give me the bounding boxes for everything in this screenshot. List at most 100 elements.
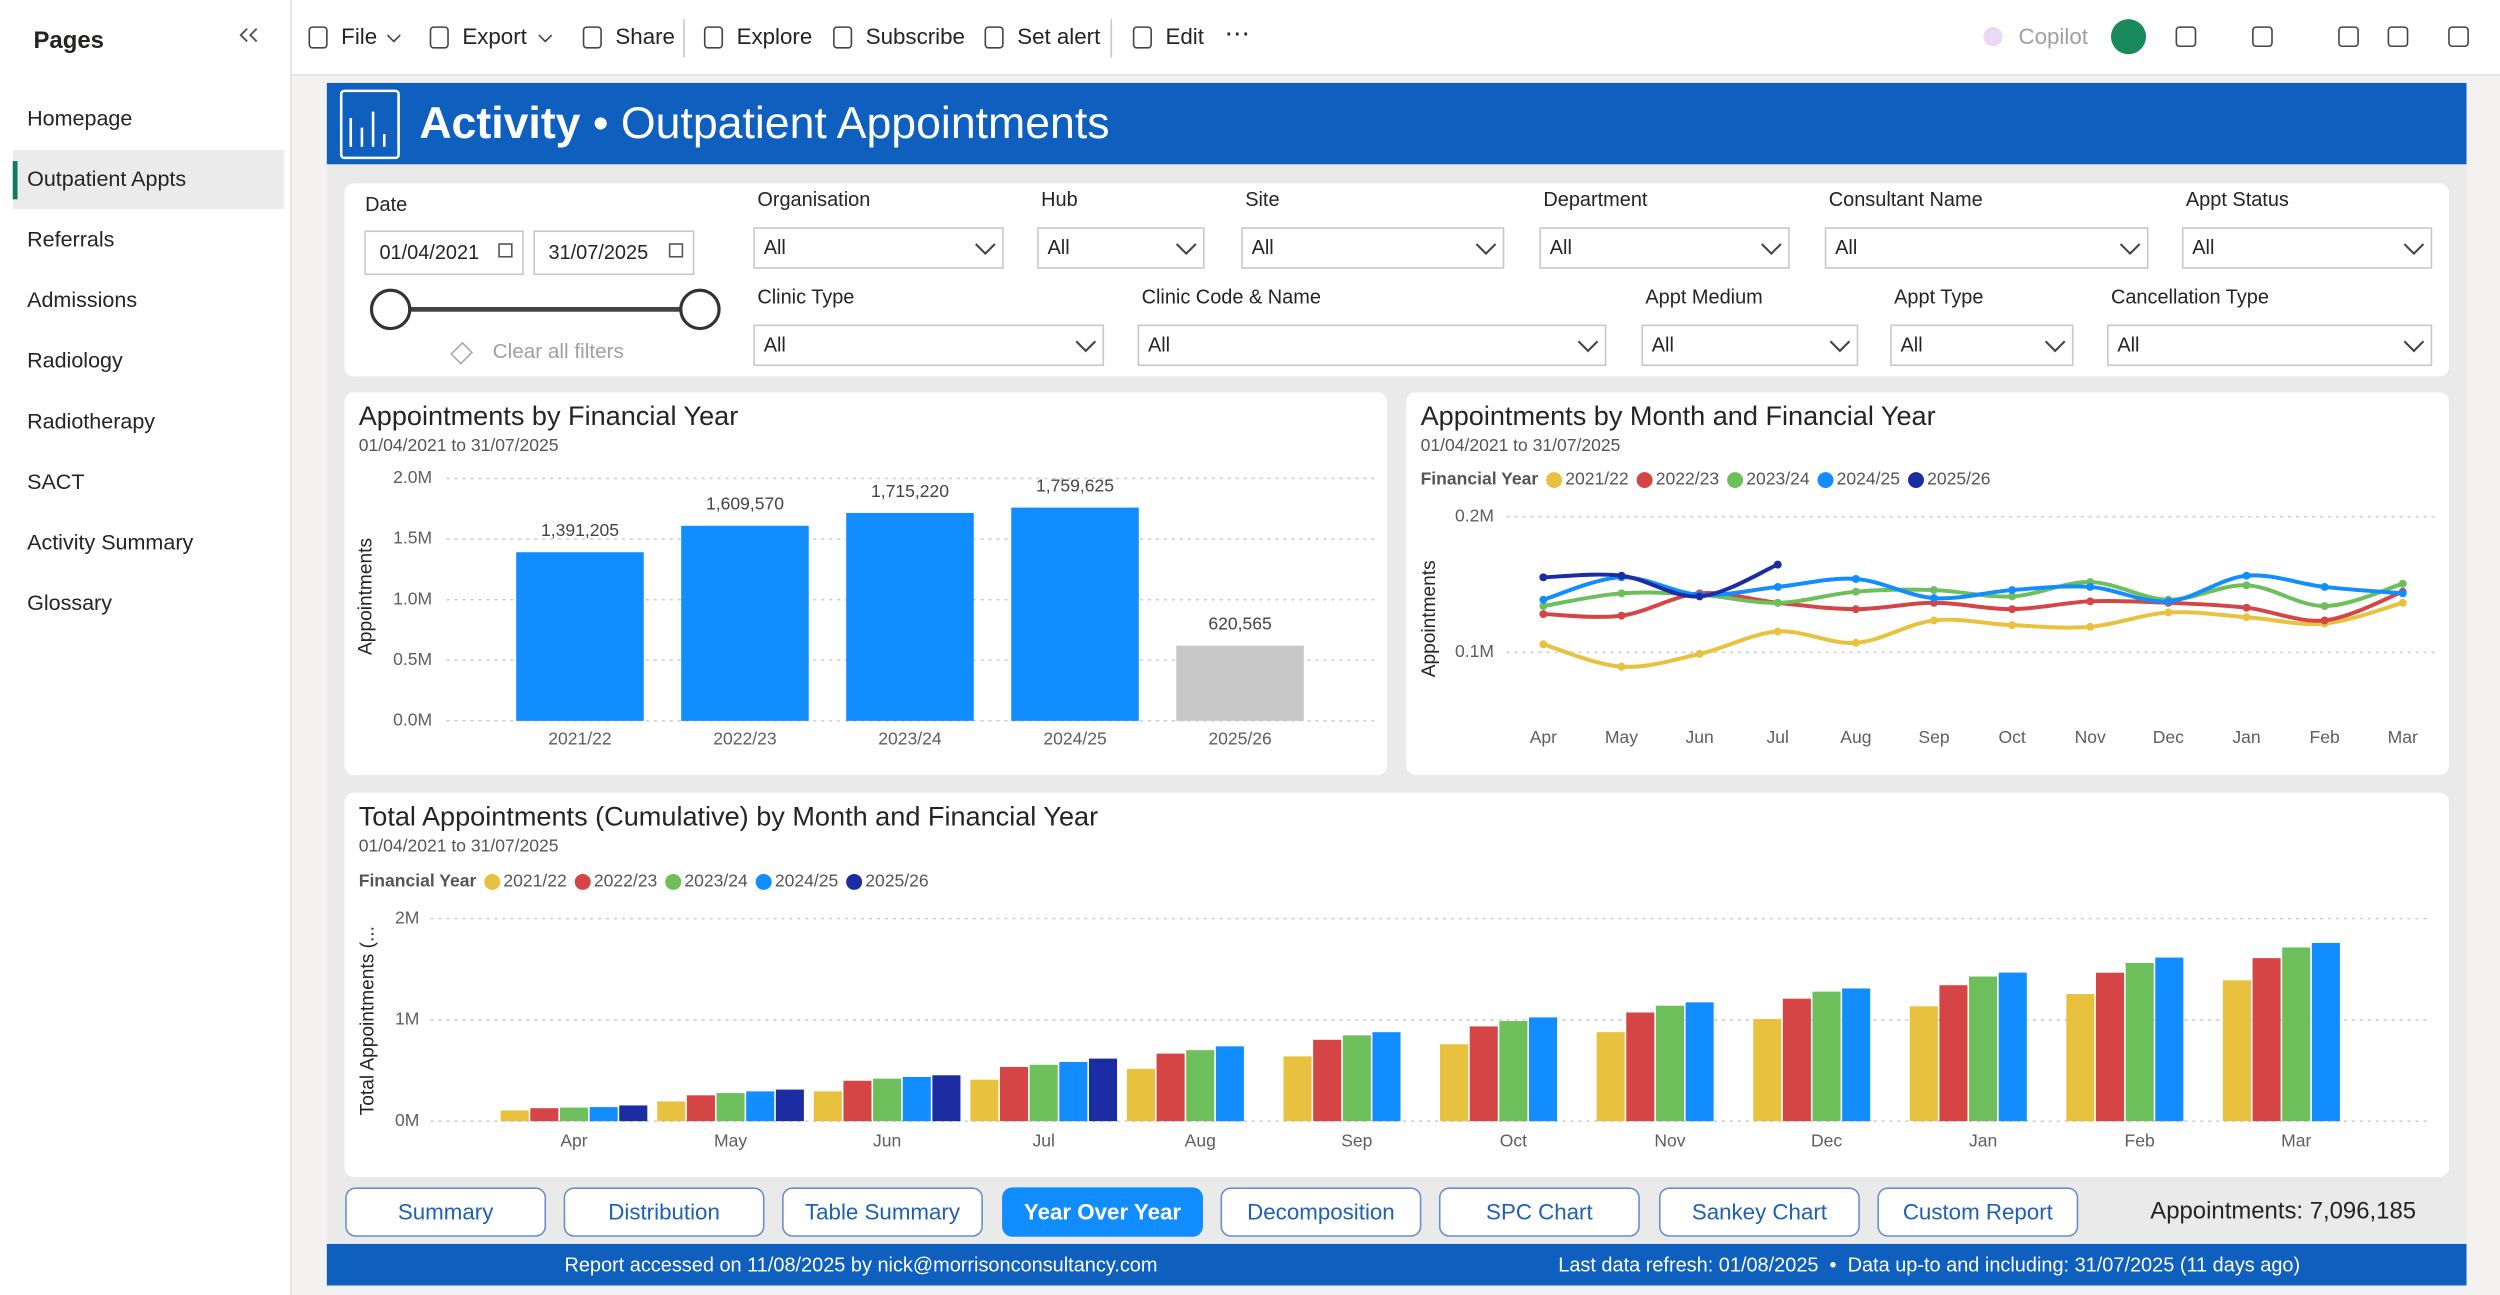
data-label: 1,715,220 [871,481,949,501]
point [2008,586,2017,595]
reset-icon[interactable] [2110,19,2147,55]
filter-label: Appt Status [2186,189,2289,211]
x-tick-label: 2025/26 [1208,729,1271,749]
tab-button[interactable] [1438,1187,1640,1237]
bar [559,1107,589,1122]
point [1930,616,1938,625]
legend-swatch [574,873,591,890]
clear-filters[interactable]: Clear all filters [493,340,624,363]
dropdown[interactable] [1641,324,1859,367]
dropdown[interactable] [1137,324,1607,367]
x-tick-label: 2021/22 [548,729,611,749]
toolbar-icon[interactable] [2175,26,2197,48]
point [1539,573,1548,582]
chevron [2044,340,2066,353]
bar [1685,1002,1714,1122]
date-input[interactable] [364,230,524,276]
dropdown[interactable] [753,227,1004,269]
dropdown[interactable] [2181,227,2433,269]
point [1617,571,1626,580]
page-link: Radiotherapy [27,409,155,433]
toolbar-icon [833,26,853,49]
toolbar-button: Subscribe [866,24,965,49]
copilot-icon [1983,27,2003,47]
tab-label: Year Over Year [1024,1200,1181,1225]
toolbar-icon[interactable] [2252,26,2273,48]
point [2008,592,2017,601]
bar [1998,972,2027,1122]
chevron [1075,340,1097,353]
filter-label: Consultant Name [1829,189,1983,211]
chart-title: Total Appointments (Cumulative) by Month… [359,800,1098,831]
dropdown[interactable] [753,324,1105,367]
x-tick-label: Aug [1840,727,1871,747]
dropdown-value: All [2117,334,2139,356]
bar [1753,1019,1782,1122]
tab-label: Distribution [608,1200,720,1225]
bar [2252,958,2281,1122]
dropdown-value: All [1148,334,1170,356]
toolbar-icon[interactable] [2338,26,2359,48]
tab-button[interactable] [563,1187,765,1237]
copilot-button: Copilot [2018,24,2088,49]
bar [1126,1068,1155,1122]
collapse-icon[interactable] [239,28,258,43]
date-input[interactable] [533,230,695,276]
slider-handle[interactable] [679,288,721,331]
point [2008,621,2017,630]
slider-handle[interactable] [369,288,412,331]
x-tick-label: Nov [2075,727,2106,747]
series-line [1542,600,2404,669]
x-tick-label: Nov [1654,1131,1685,1151]
page-link: Homepage [27,106,132,130]
toolbar-icon [308,26,328,49]
bar [1059,1061,1088,1122]
data-label: 1,609,570 [706,494,784,514]
chevron [2403,340,2425,353]
tab-button[interactable] [345,1187,547,1237]
legend-swatch [1636,472,1653,489]
dropdown[interactable] [2106,324,2433,367]
tab-button[interactable] [1877,1187,2079,1237]
tab-button[interactable] [1658,1187,1860,1237]
point [2398,579,2407,588]
legend-label: 2023/24 [1746,469,1810,489]
dropdown[interactable] [1824,227,2149,269]
x-tick-label: Sep [1918,727,1949,747]
footer-right: Last data refresh: 01/08/2025 • Data up-… [1558,1255,2300,1277]
y-axis-title: Total Appointments (... [357,926,378,1115]
chart-subtitle: 01/04/2021 to 31/07/2025 [1421,435,1621,455]
tab-button[interactable] [782,1187,983,1237]
bar [873,1078,902,1122]
point [1539,602,1548,611]
x-tick-label: 2024/25 [1043,729,1107,749]
dropdown[interactable] [1539,227,1790,269]
tab-button[interactable] [1002,1187,1203,1237]
footer-bar [326,1243,2467,1286]
toolbar-button: Explore [737,24,813,49]
dropdown[interactable] [1890,324,2074,367]
toolbar-icon[interactable] [2448,26,2469,48]
point [2242,571,2251,580]
calendar-icon [498,243,513,258]
legend-label: 2022/23 [1656,469,1719,489]
more-icon: ⋯ [1224,20,1249,48]
toolbar-icon [1132,26,1152,49]
bar [843,1080,872,1122]
x-tick-label: Jul [1032,1131,1054,1151]
chevron [1475,243,1497,256]
tab-button[interactable] [1220,1187,1422,1237]
bar [1313,1039,1342,1122]
point [1773,560,1782,569]
dropdown[interactable] [1037,227,1205,269]
y-tick-label: 1M [395,1009,419,1029]
toolbar-icon[interactable] [2387,26,2409,48]
dropdown[interactable] [1241,227,1505,269]
bar [1469,1026,1498,1122]
x-tick-label: May [1605,727,1638,747]
bar [500,1110,529,1122]
bar [932,1075,961,1122]
point [1773,627,1782,636]
bar [716,1093,745,1122]
